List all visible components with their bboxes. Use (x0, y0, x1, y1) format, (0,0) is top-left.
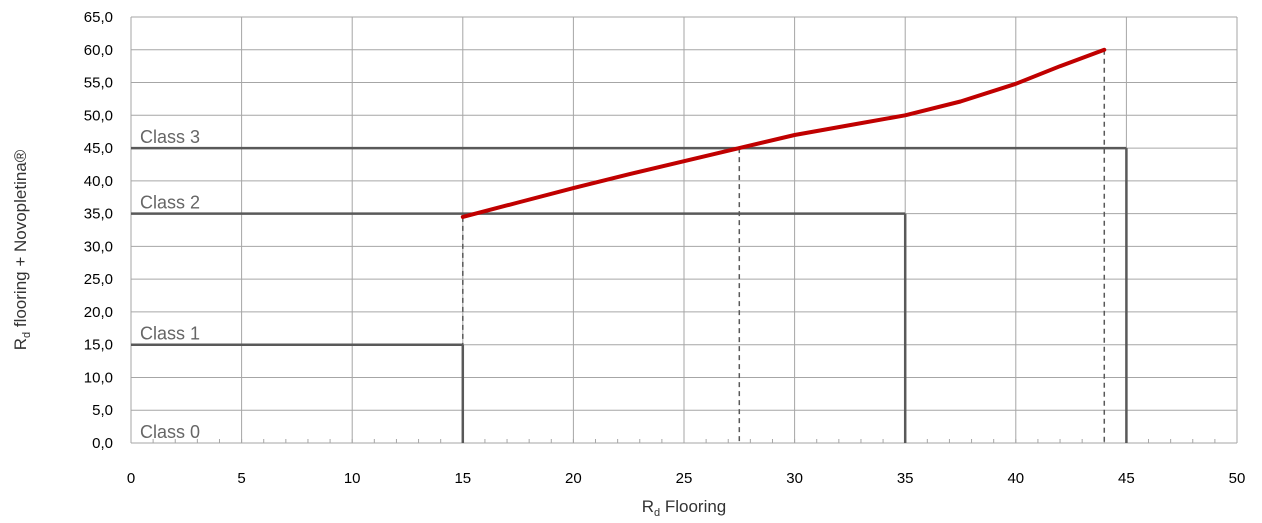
y-tick-label: 5,0 (92, 402, 113, 419)
series-layer (460, 47, 1107, 219)
y-axis-title: Rd flooring + Novopletina® (11, 149, 33, 350)
x-axis-title-main: R (642, 497, 654, 516)
y-tick-label: 50,0 (84, 107, 113, 124)
tick-labels: 0,05,010,015,020,025,030,035,040,045,050… (84, 9, 1246, 487)
x-tick-label: 35 (897, 470, 914, 487)
y-tick-label: 0,0 (92, 435, 113, 452)
x-axis-title-sub: d (654, 507, 660, 519)
y-tick-label: 10,0 (84, 369, 113, 386)
x-tick-label: 25 (676, 470, 693, 487)
x-tick-label: 15 (454, 470, 471, 487)
y-tick-label: 60,0 (84, 42, 113, 59)
x-tick-label: 0 (127, 470, 135, 487)
series-line (460, 47, 1107, 219)
x-tick-label: 40 (1007, 470, 1024, 487)
class-label: Class 3 (140, 127, 200, 147)
y-tick-label: 35,0 (84, 206, 113, 223)
axis-titles: Rd Flooring Rd flooring + Novopletina® (11, 149, 726, 519)
y-axis-title-sub: d (21, 332, 33, 338)
class-label: Class 2 (140, 193, 200, 213)
dashed-guides (462, 49, 1106, 443)
y-tick-label: 45,0 (84, 140, 113, 157)
y-tick-label: 20,0 (84, 304, 113, 321)
x-tick-label: 10 (344, 470, 361, 487)
x-tick-label: 20 (565, 470, 582, 487)
x-axis-title-rest: Flooring (660, 497, 726, 516)
x-tick-label: 5 (237, 470, 245, 487)
class-boundaries: Class 0 Class 1 Class 2 Class 3 (131, 127, 1128, 443)
y-axis-title-rest: flooring + Novopletina® (11, 149, 30, 332)
y-axis-title-main: R (11, 338, 30, 350)
y-tick-label: 15,0 (84, 337, 113, 354)
y-tick-label: 40,0 (84, 173, 113, 190)
y-tick-label: 65,0 (84, 9, 113, 26)
grid-layer (130, 16, 1238, 444)
y-tick-label: 30,0 (84, 238, 113, 255)
x-tick-label: 45 (1118, 470, 1135, 487)
class-label: Class 1 (140, 324, 200, 344)
x-tick-label: 50 (1229, 470, 1246, 487)
class-label: Class 0 (140, 422, 200, 442)
y-tick-label: 55,0 (84, 75, 113, 92)
x-axis-title: Rd Flooring (642, 497, 727, 519)
y-tick-label: 25,0 (84, 271, 113, 288)
x-tick-label: 30 (786, 470, 803, 487)
